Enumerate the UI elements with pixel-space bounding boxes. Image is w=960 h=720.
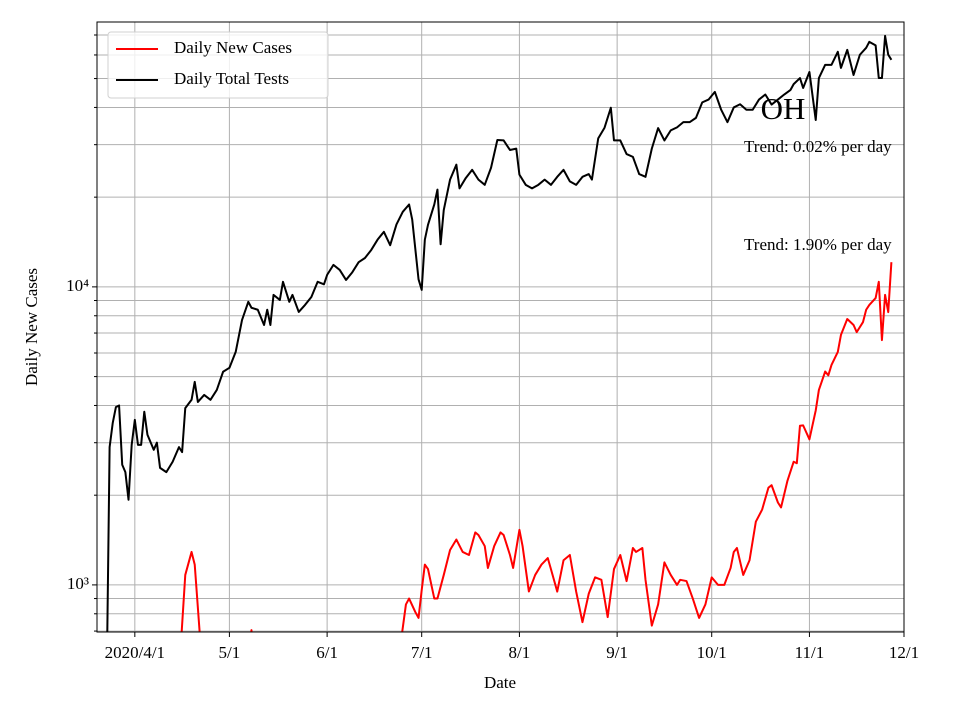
x-tick-label: 5/1 [219, 643, 241, 662]
y-tick-label: 10⁴ [66, 276, 89, 295]
legend-label: Daily Total Tests [174, 69, 289, 88]
grid [97, 22, 905, 632]
legend-box [107, 31, 329, 99]
x-tick-label: 8/1 [509, 643, 531, 662]
x-tick-label: 2020/4/1 [105, 643, 165, 662]
legend-label: Daily New Cases [174, 38, 292, 57]
x-tick-label: 7/1 [411, 643, 433, 662]
x-tick-label: 6/1 [316, 643, 338, 662]
y-axis-label: Daily New Cases [22, 268, 41, 386]
chart-title: OH [761, 91, 806, 126]
data-line [106, 34, 893, 632]
plot-area [106, 34, 893, 632]
x-tick-label: 10/1 [697, 643, 727, 662]
annotation: Trend: 1.90% per day [744, 235, 892, 254]
x-tick-label: 12/1 [889, 643, 919, 662]
x-tick-label: 9/1 [606, 643, 628, 662]
x-tick-label: 11/1 [795, 643, 825, 662]
y-tick-label: 10³ [67, 574, 89, 593]
annotation: Trend: 0.02% per day [744, 137, 892, 156]
axes-frame [96, 21, 905, 633]
x-axis-label: Date [484, 673, 516, 692]
legend: Daily New Cases Daily Total Tests [107, 31, 329, 99]
data-line [180, 262, 893, 632]
